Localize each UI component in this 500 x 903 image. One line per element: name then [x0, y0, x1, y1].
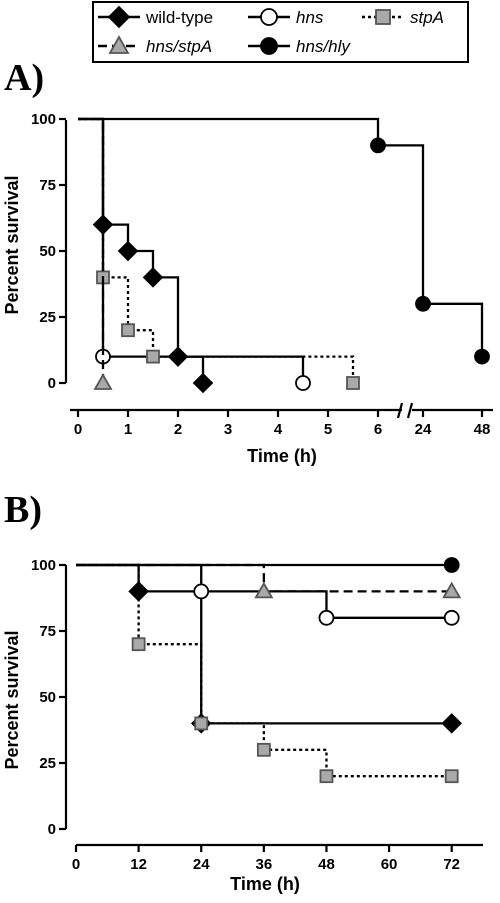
data-point-hns-hly: [415, 295, 431, 312]
x-tick-label: 72: [443, 856, 460, 873]
data-point-stpa: [146, 349, 160, 364]
x-tick-label: 6: [374, 421, 382, 438]
x-tick-label: 4: [274, 421, 283, 438]
legend-marker-stpa: [375, 9, 391, 25]
legend-label-hns-hly: hns/hly: [296, 37, 351, 56]
series-line-hns-hly: [78, 117, 484, 357]
legend-marker-hns-hly: [260, 37, 278, 55]
data-point-hns-stpa: [93, 373, 113, 390]
series-line-stpa: [76, 563, 452, 778]
x-tick-label: 48: [474, 421, 491, 438]
data-point-stpa: [121, 323, 135, 338]
data-point-hns-stpa: [254, 581, 274, 599]
series-line-wild-type: [78, 117, 205, 383]
y-tick-label: 100: [31, 557, 56, 574]
x-tick-label: 48: [318, 856, 335, 873]
legend: wild-type hns stpA hns/stpA hns/hly: [92, 1, 469, 63]
legend-marker-hns: [260, 8, 278, 26]
data-point-wild-type: [441, 713, 462, 734]
data-point-wild-type: [192, 372, 214, 394]
y-tick-label: 25: [39, 309, 56, 326]
data-point-stpa: [319, 769, 334, 784]
panel-b-x-axis-title: Time (h): [230, 874, 300, 894]
panel-a-y-axis-title: Percent survival: [2, 175, 22, 314]
data-point-hns: [443, 609, 460, 626]
data-point-wild-type: [128, 581, 149, 602]
legend-label-wild-type: wild-type: [145, 8, 213, 27]
series-line-hns-stpa: [76, 563, 452, 593]
x-tick-label: 60: [381, 856, 398, 873]
x-tick-label: 12: [130, 856, 147, 873]
y-tick-label: 25: [39, 755, 56, 772]
x-tick-label: 36: [256, 856, 273, 873]
x-tick-label: 24: [193, 856, 210, 873]
data-point-stpa: [256, 742, 271, 757]
panel-a-x-axis-title: Time (h): [247, 446, 317, 466]
y-tick-label: 0: [48, 375, 56, 392]
y-tick-label: 75: [39, 177, 56, 194]
data-point-hns-hly: [370, 137, 386, 154]
panel-b-plot: 0 25 50 75 100 0 12 24 36 48 60 72: [31, 557, 483, 873]
data-point-stpa: [194, 716, 209, 731]
axis-break-mark: [396, 402, 404, 419]
y-tick-label: 75: [39, 623, 56, 640]
legend-label-hns-stpa: hns/stpA: [146, 37, 212, 56]
x-tick-label: 0: [74, 421, 82, 438]
data-point-stpa: [131, 637, 146, 652]
y-tick-label: 50: [39, 689, 56, 706]
x-tick-label: 24: [415, 421, 432, 438]
legend-marker-hns-stpa: [108, 35, 130, 54]
series-line-hns: [78, 117, 305, 383]
x-tick-label: 3: [224, 421, 232, 438]
y-tick-label: 0: [48, 821, 56, 838]
legend-label-hns: hns: [296, 8, 324, 27]
data-point-hns-hly: [474, 348, 490, 365]
legend-box: [92, 1, 469, 63]
series-line-hns-stpa: [78, 117, 105, 383]
x-tick-label: 5: [324, 421, 332, 438]
axis-break-mark: [406, 402, 414, 419]
panel-b-y-axis-title: Percent survival: [2, 630, 22, 769]
series-line-stpa: [78, 117, 355, 383]
panel-a-label: A): [4, 57, 44, 99]
data-point-hns-stpa: [442, 581, 462, 599]
x-tick-label: 0: [72, 856, 80, 873]
legend-label-stpa: stpA: [410, 8, 444, 27]
data-point-wild-type: [142, 267, 164, 288]
panel-a-plot: 0 25 50 75 100 0 1 2 3 4 5 6 24 48: [31, 111, 493, 438]
data-point-stpa: [346, 376, 360, 390]
y-tick-label: 100: [31, 111, 56, 128]
panel-b-label: B): [4, 489, 42, 531]
legend-marker-wild-type: [107, 5, 131, 29]
data-point-hns: [295, 375, 311, 391]
data-point-hns: [193, 583, 210, 600]
x-tick-label: 1: [124, 421, 132, 438]
data-point-hns-hly: [443, 557, 460, 573]
data-point-stpa: [444, 769, 459, 784]
x-tick-label: 2: [174, 421, 182, 438]
y-tick-label: 50: [39, 243, 56, 260]
data-point-hns: [318, 609, 335, 626]
data-point-wild-type: [117, 240, 139, 262]
